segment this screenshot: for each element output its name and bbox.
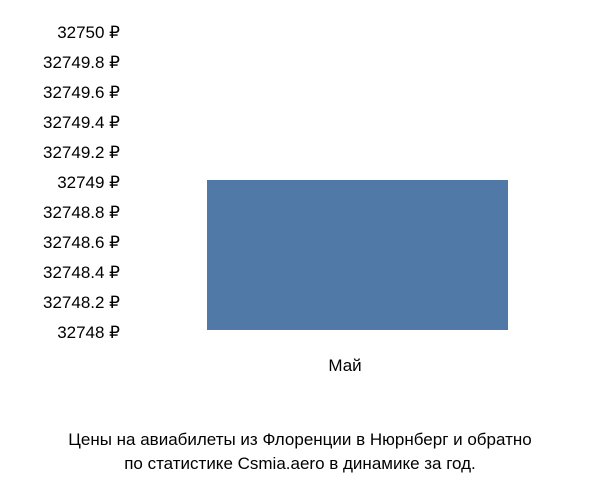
y-tick: 32750 ₽ [10,18,130,48]
y-tick: 32748.6 ₽ [10,228,130,258]
y-tick: 32749.8 ₽ [10,48,130,78]
y-tick: 32748 ₽ [10,318,130,348]
y-tick: 32748.8 ₽ [10,198,130,228]
y-axis: 32750 ₽32749.8 ₽32749.6 ₽32749.4 ₽32749.… [10,18,130,348]
x-axis: Май [130,356,560,376]
y-tick: 32749.6 ₽ [10,78,130,108]
x-tick: Май [328,356,361,376]
y-tick: 32749.2 ₽ [10,138,130,168]
y-tick: 32748.2 ₽ [10,288,130,318]
caption-line-1: Цены на авиабилеты из Флоренции в Нюрнбе… [68,430,531,449]
price-chart: 32750 ₽32749.8 ₽32749.6 ₽32749.4 ₽32749.… [10,30,590,376]
y-tick: 32748.4 ₽ [10,258,130,288]
caption-line-2: по статистике Csmia.aero в динамике за г… [124,454,476,473]
plot-area [130,30,560,330]
bar [207,180,508,330]
y-tick: 32749 ₽ [10,168,130,198]
y-tick: 32749.4 ₽ [10,108,130,138]
chart-caption: Цены на авиабилеты из Флоренции в Нюрнбе… [0,428,600,476]
chart-body: 32750 ₽32749.8 ₽32749.6 ₽32749.4 ₽32749.… [10,30,590,348]
